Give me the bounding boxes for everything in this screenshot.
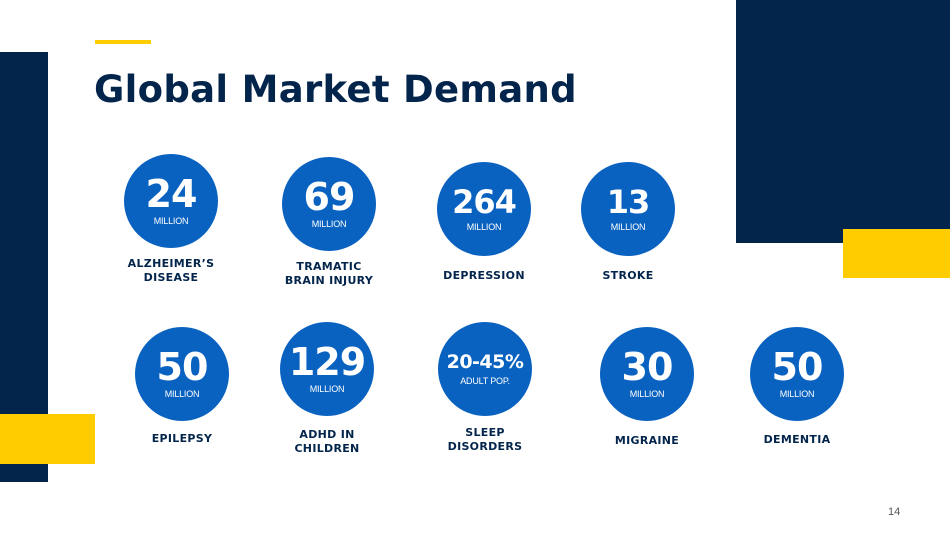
stat-label: MIGRAINE — [614, 434, 680, 447]
stat-alzheimers: 24 MILLION ALZHEIMER’S DISEASE — [96, 154, 246, 285]
right-yellow-block — [843, 229, 950, 278]
stat-value: 20-45% — [446, 351, 524, 373]
stat-value: 69 — [303, 175, 356, 219]
page-number: 14 — [888, 506, 901, 518]
stat-label: STROKE — [602, 269, 654, 282]
right-navy-block — [736, 0, 950, 243]
left-navy-bar — [0, 52, 48, 482]
stat-brain-injury: 69 MILLION TRAMATIC BRAIN INJURY — [254, 157, 404, 288]
stat-value: 129 — [288, 340, 366, 384]
left-yellow-block — [0, 414, 95, 464]
stat-value: 50 — [156, 345, 209, 389]
stat-unit: MILLION — [311, 219, 347, 229]
stat-value: 264 — [452, 183, 517, 221]
stat-unit: MILLION — [153, 216, 189, 226]
stat-adhd: 129 MILLION ADHD IN CHILDREN — [252, 322, 402, 456]
stat-label: ALZHEIMER’S DISEASE — [127, 257, 215, 284]
stat-sleep-disorders: 20-45% ADULT POP. SLEEP DISORDERS — [410, 322, 560, 454]
stat-value: 50 — [771, 345, 824, 389]
stat-value: 13 — [606, 183, 651, 221]
stat-value: 30 — [621, 345, 674, 389]
stat-epilepsy: 50 MILLION EPILEPSY — [107, 327, 257, 446]
stat-unit: ADULT POP. — [460, 376, 510, 386]
stat-label: TRAMATIC BRAIN INJURY — [284, 260, 374, 287]
stat-circle: 30 MILLION — [600, 327, 694, 421]
stat-circle: 13 MILLION — [581, 162, 675, 256]
stat-label: EPILEPSY — [151, 432, 213, 445]
stat-unit: MILLION — [779, 389, 815, 399]
stat-circle: 50 MILLION — [135, 327, 229, 421]
title-accent-line — [95, 40, 151, 44]
stat-circle: 129 MILLION — [280, 322, 374, 416]
stat-label: DEMENTIA — [763, 433, 831, 446]
stat-circle: 24 MILLION — [124, 154, 218, 248]
stat-circle: 50 MILLION — [750, 327, 844, 421]
stat-label: SLEEP DISORDERS — [447, 426, 523, 453]
stat-unit: MILLION — [164, 389, 200, 399]
stat-unit: MILLION — [466, 222, 502, 232]
stat-migraine: 30 MILLION MIGRAINE — [572, 327, 722, 448]
stat-unit: MILLION — [610, 222, 646, 232]
stat-circle: 20-45% ADULT POP. — [438, 322, 532, 416]
stat-unit: MILLION — [309, 384, 345, 394]
stat-label: DEPRESSION — [443, 269, 525, 282]
stat-stroke: 13 MILLION STROKE — [553, 162, 703, 283]
page-title: Global Market Demand — [94, 68, 577, 111]
stat-unit: MILLION — [629, 389, 665, 399]
stat-value: 24 — [145, 172, 198, 216]
stat-depression: 264 MILLION DEPRESSION — [409, 162, 559, 283]
stat-label: ADHD IN CHILDREN — [294, 428, 360, 455]
stat-circle: 69 MILLION — [282, 157, 376, 251]
stat-dementia: 50 MILLION DEMENTIA — [722, 327, 872, 447]
stat-circle: 264 MILLION — [437, 162, 531, 256]
